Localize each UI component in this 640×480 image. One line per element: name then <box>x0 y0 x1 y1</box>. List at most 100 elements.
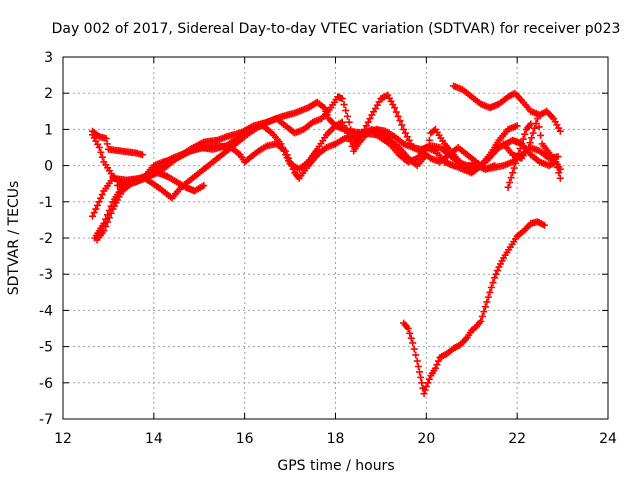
data-point <box>364 118 372 126</box>
series-arc-6 <box>114 122 521 190</box>
data-point <box>431 364 439 372</box>
data-point <box>484 293 492 301</box>
data-point <box>555 169 563 177</box>
data-point <box>416 368 424 376</box>
data-point <box>98 191 106 199</box>
y-tick-label: 3 <box>44 50 53 66</box>
x-tick-label: 22 <box>508 431 526 447</box>
data-point <box>98 153 106 161</box>
data-point <box>521 130 529 138</box>
data-point <box>526 139 534 147</box>
series-arc-10 <box>400 218 548 398</box>
data-point <box>391 104 399 112</box>
data-point <box>338 95 346 103</box>
data-point <box>420 390 428 398</box>
data-point <box>556 174 564 182</box>
data-point <box>493 267 501 275</box>
data-point <box>556 127 564 135</box>
data-point <box>338 118 346 126</box>
data-point <box>418 379 426 387</box>
data-point <box>412 351 420 359</box>
x-tick-label: 20 <box>417 431 435 447</box>
series-arc-7 <box>450 82 564 135</box>
data-point <box>516 145 524 153</box>
data-point <box>425 136 433 144</box>
data-series <box>89 82 564 398</box>
y-tick-label: -6 <box>39 376 53 392</box>
data-point <box>407 334 415 342</box>
x-axis-label: GPS time / hours <box>277 458 394 474</box>
y-tick-label: -4 <box>39 303 53 319</box>
data-point <box>507 174 515 182</box>
series-arc-1 <box>89 127 146 159</box>
data-point <box>480 308 488 316</box>
data-point <box>340 122 348 130</box>
data-point <box>434 357 442 365</box>
series-arc-3 <box>91 118 562 242</box>
y-tick-label: -5 <box>39 340 53 356</box>
y-axis-label: SDTVAR / TECUs <box>6 181 22 296</box>
data-point <box>421 386 429 394</box>
data-point <box>513 154 521 162</box>
data-point <box>424 379 432 387</box>
data-point <box>527 120 535 128</box>
y-tick-label: 2 <box>44 86 53 102</box>
data-point <box>394 112 402 120</box>
data-point <box>286 158 294 166</box>
data-point <box>404 325 412 332</box>
x-tick-label: 18 <box>327 431 345 447</box>
data-point <box>97 194 105 202</box>
data-point <box>138 151 146 159</box>
data-point <box>417 373 425 381</box>
data-point <box>102 222 110 230</box>
x-tick-label: 16 <box>236 431 254 447</box>
data-point <box>513 122 521 130</box>
data-point <box>93 201 101 209</box>
data-point <box>95 144 103 151</box>
data-point <box>285 154 293 162</box>
data-point <box>345 118 353 126</box>
data-point <box>320 104 328 112</box>
data-point <box>343 112 351 120</box>
data-point <box>103 140 111 148</box>
data-point <box>107 209 115 217</box>
data-point <box>525 144 533 151</box>
data-point <box>478 312 486 320</box>
data-point <box>531 124 539 132</box>
data-point <box>490 274 498 282</box>
data-point <box>200 182 208 190</box>
data-point <box>409 339 417 347</box>
data-point <box>504 183 512 191</box>
data-point <box>92 205 100 213</box>
data-point <box>509 169 517 177</box>
data-point <box>289 165 297 173</box>
data-point <box>515 150 523 158</box>
data-point <box>266 128 274 136</box>
data-point <box>518 140 526 148</box>
data-point <box>486 288 494 296</box>
data-point <box>422 382 430 390</box>
data-point <box>422 151 430 159</box>
data-point <box>104 218 112 226</box>
data-point <box>519 135 527 143</box>
data-point <box>489 279 497 287</box>
data-point <box>288 162 296 170</box>
data-point <box>100 227 108 235</box>
data-point <box>400 125 408 133</box>
data-point <box>481 303 489 311</box>
data-point <box>424 144 432 151</box>
data-point <box>105 214 113 222</box>
data-point <box>90 209 98 217</box>
data-point <box>398 121 406 129</box>
data-point <box>492 270 500 278</box>
x-tick-label: 12 <box>54 431 72 447</box>
data-point <box>487 283 495 291</box>
y-tick-label: -1 <box>39 195 53 211</box>
data-point <box>282 147 290 155</box>
data-point <box>347 125 355 133</box>
data-point <box>534 115 542 123</box>
data-point <box>528 134 536 142</box>
data-point <box>535 123 543 131</box>
data-point <box>95 198 103 206</box>
data-point <box>407 140 415 148</box>
